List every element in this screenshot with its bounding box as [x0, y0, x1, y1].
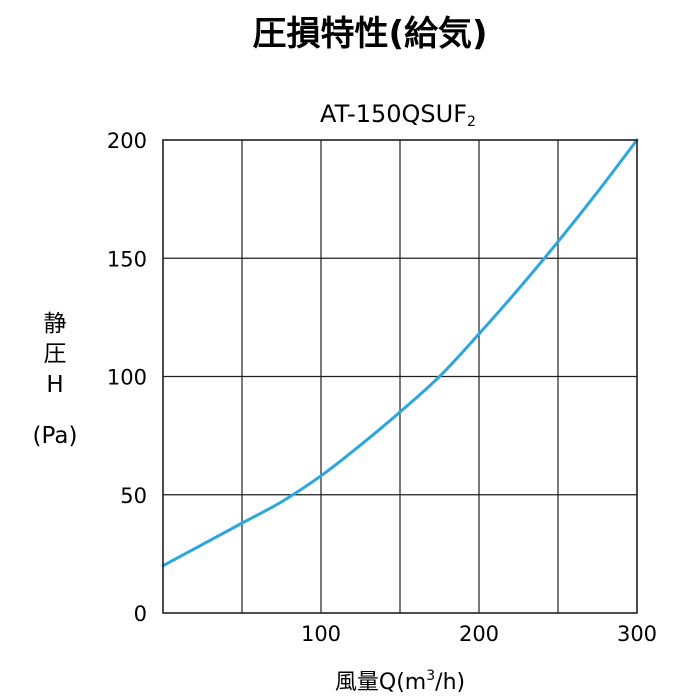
tick-labels: 0 50 100 150 200 100 200 300: [107, 129, 657, 646]
chart-title: 圧損特性(給気): [252, 14, 487, 54]
chart-subtitle-main: AT-150QSUF: [320, 100, 467, 128]
chart-subtitle-subscript: 2: [467, 114, 476, 130]
y-axis-label-line-3: H: [46, 372, 63, 398]
series-layer: [161, 138, 639, 568]
y-axis-label-line-2: 圧: [44, 341, 67, 367]
series-line-0: [161, 138, 639, 568]
y-tick-label-0: 0: [134, 602, 147, 626]
x-tick-label-300: 300: [617, 622, 657, 646]
x-axis-label-suffix: /h): [435, 670, 465, 695]
plot-frame: [162, 139, 638, 614]
x-axis-label-superscript: 3: [426, 668, 435, 684]
y-tick-label-200: 200: [107, 129, 147, 153]
y-axis-label-line-1: 静: [44, 311, 67, 337]
x-axis-label: 風量Q(m3/h): [335, 668, 465, 695]
chart-subtitle: AT-150QSUF2: [320, 100, 476, 130]
y-axis-label: 静 圧 H (Pa): [33, 311, 78, 449]
y-tick-label-150: 150: [107, 247, 147, 271]
grid: [163, 140, 637, 613]
x-axis-label-prefix: 風量Q(m: [335, 670, 426, 695]
x-tick-label-100: 100: [301, 622, 341, 646]
x-tick-label-200: 200: [459, 622, 499, 646]
y-axis-label-line-4: (Pa): [33, 423, 78, 449]
y-tick-label-50: 50: [120, 484, 147, 508]
y-tick-label-100: 100: [107, 366, 147, 390]
